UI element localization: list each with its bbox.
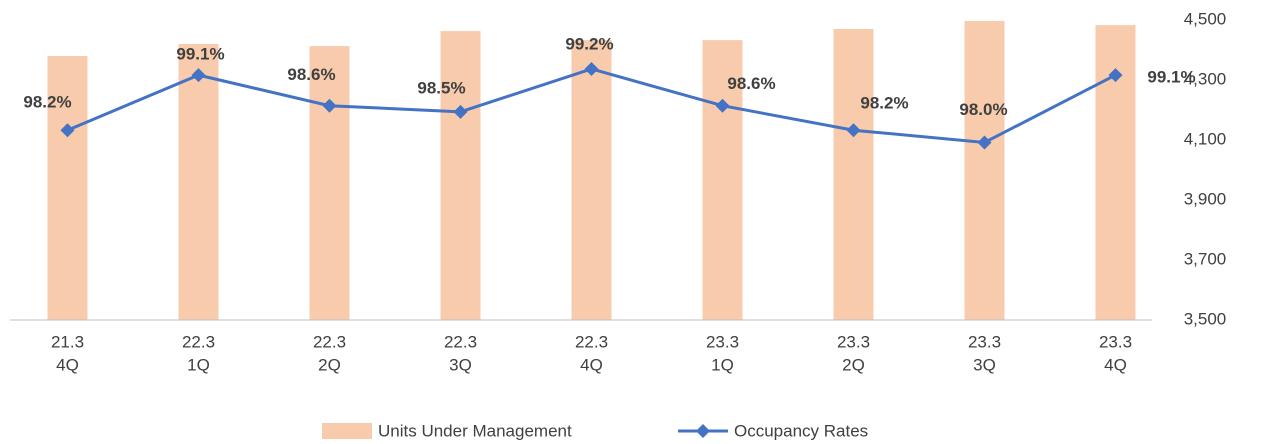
x-tick-label: 1Q <box>187 355 210 374</box>
legend-marker <box>696 424 710 438</box>
x-tick-label: 21.3 <box>51 332 84 351</box>
data-label: 98.2% <box>860 94 908 113</box>
x-tick-label: 4Q <box>580 355 603 374</box>
y2-tick-label: 4,100 <box>1184 129 1227 148</box>
bar <box>964 20 1005 321</box>
marker <box>715 98 730 113</box>
y2-tick-label: 3,700 <box>1184 249 1227 268</box>
y2-tick-label: 3,900 <box>1184 189 1227 208</box>
legend-label: Units Under Management <box>378 421 572 440</box>
x-tick-label: 22.3 <box>575 332 608 351</box>
data-label: 98.0% <box>959 100 1007 119</box>
data-label: 99.2% <box>565 34 613 53</box>
data-label: 99.1% <box>1147 68 1195 87</box>
marker <box>322 98 337 113</box>
x-tick-label: 22.3 <box>182 332 215 351</box>
marker <box>977 135 992 150</box>
data-label: 99.1% <box>176 45 224 64</box>
y2-tick-label: 3,500 <box>1184 309 1227 328</box>
bar <box>309 46 350 320</box>
marker <box>453 104 468 119</box>
x-tick-label: 3Q <box>449 355 472 374</box>
data-label: 98.6% <box>287 65 335 84</box>
x-tick-label: 3Q <box>973 355 996 374</box>
bar <box>571 40 612 320</box>
x-tick-label: 23.3 <box>968 332 1001 351</box>
x-tick-label: 23.3 <box>1099 332 1132 351</box>
data-label: 98.5% <box>417 78 465 97</box>
data-label: 98.2% <box>23 93 71 112</box>
legend-swatch <box>322 423 372 439</box>
x-tick-label: 2Q <box>842 355 865 374</box>
x-tick-label: 23.3 <box>706 332 739 351</box>
x-tick-label: 1Q <box>711 355 734 374</box>
x-tick-label: 22.3 <box>444 332 477 351</box>
marker <box>1108 68 1123 83</box>
marker <box>846 123 861 138</box>
marker <box>60 123 75 138</box>
marker <box>584 61 599 76</box>
bar <box>178 44 219 320</box>
x-tick-label: 23.3 <box>837 332 870 351</box>
bar <box>47 56 88 320</box>
data-label: 98.6% <box>727 74 775 93</box>
y2-tick-label: 4,500 <box>1184 9 1227 28</box>
x-tick-label: 22.3 <box>313 332 346 351</box>
bar <box>833 29 874 320</box>
legend: Units Under Management Occupancy Rates <box>322 421 868 440</box>
y2-tick-label: 4,300 <box>1184 69 1227 88</box>
x-tick-label: 4Q <box>56 355 79 374</box>
marker <box>191 68 206 83</box>
x-tick-label: 4Q <box>1104 355 1127 374</box>
bar <box>702 40 743 320</box>
legend-label: Occupancy Rates <box>734 421 868 440</box>
x-tick-label: 2Q <box>318 355 341 374</box>
bar <box>440 31 481 320</box>
